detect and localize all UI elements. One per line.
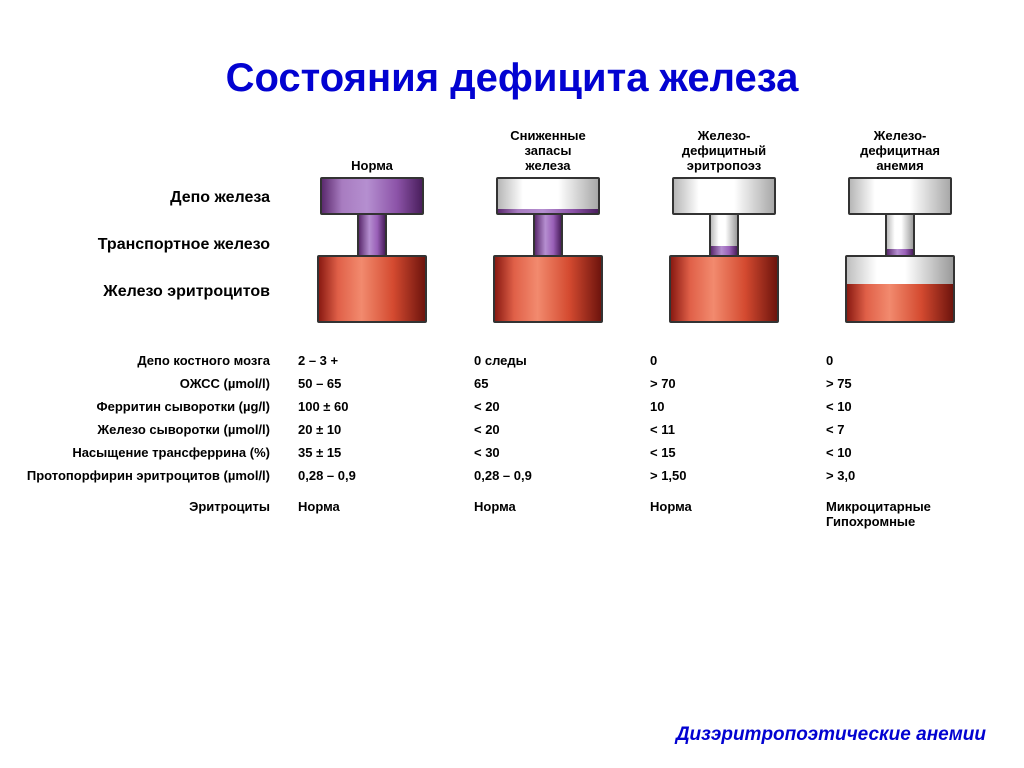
tube-0 xyxy=(317,177,427,327)
data-val-1-0: 50 – 65 xyxy=(284,372,460,395)
data-val-0-2: 0 xyxy=(636,349,812,372)
data-val-4-2: < 15 xyxy=(636,441,812,464)
col-header-0: Норма xyxy=(284,117,460,177)
data-val-6-3 xyxy=(812,487,988,495)
data-val-0-1: 0 следы xyxy=(460,349,636,372)
tube-3-neck xyxy=(885,215,915,255)
data-val-0-0: 2 – 3 + xyxy=(284,349,460,372)
tube-1-cap xyxy=(496,177,600,215)
tube-0-body xyxy=(317,255,427,323)
data-val-2-0: 100 ± 60 xyxy=(284,395,460,418)
row-label-2: Железо эритроцитов xyxy=(103,283,270,301)
tube-cell-0 xyxy=(284,177,460,327)
tube-0-neck xyxy=(357,215,387,255)
data-val-4-0: 35 ± 15 xyxy=(284,441,460,464)
tube-2 xyxy=(669,177,779,327)
data-val-7-3: Микроцитарные Гипохромные xyxy=(812,495,988,533)
data-val-2-2: 10 xyxy=(636,395,812,418)
data-val-3-0: 20 ± 10 xyxy=(284,418,460,441)
tube-2-neck-fill xyxy=(711,246,737,255)
data-val-3-1: < 20 xyxy=(460,418,636,441)
col-header-3: Железо- дефицитная анемия xyxy=(812,117,988,177)
main-grid: Норма Сниженные запасы железа Железо- де… xyxy=(24,117,1024,533)
data-val-5-0: 0,28 – 0,9 xyxy=(284,464,460,487)
row-label-1: Транспортное железо xyxy=(98,236,270,254)
tube-1-body xyxy=(493,255,603,323)
data-val-7-1: Норма xyxy=(460,495,636,533)
data-val-3-3: < 7 xyxy=(812,418,988,441)
tube-1 xyxy=(493,177,603,327)
data-val-2-1: < 20 xyxy=(460,395,636,418)
data-val-6-2 xyxy=(636,487,812,495)
tube-0-body-fill xyxy=(319,257,425,321)
tube-2-neck xyxy=(709,215,739,255)
data-val-4-3: < 10 xyxy=(812,441,988,464)
tube-3-body-fill xyxy=(847,284,953,321)
data-val-1-3: > 75 xyxy=(812,372,988,395)
data-val-5-1: 0,28 – 0,9 xyxy=(460,464,636,487)
col-header-1: Сниженные запасы железа xyxy=(460,117,636,177)
data-val-6-1 xyxy=(460,487,636,495)
row-label-0: Депо железа xyxy=(170,189,270,207)
footer-text: Дизэритропоэтические анемии xyxy=(676,724,986,746)
data-val-6-0 xyxy=(284,487,460,495)
tube-cell-2 xyxy=(636,177,812,327)
data-label-2: Ферритин сыворотки (µg/l) xyxy=(24,395,284,418)
tube-3-cap xyxy=(848,177,952,215)
tube-cell-3 xyxy=(812,177,988,327)
tube-1-cap-fill xyxy=(498,209,598,213)
tube-1-neck xyxy=(533,215,563,255)
data-val-4-1: < 30 xyxy=(460,441,636,464)
data-label-4: Насыщение трансферрина (%) xyxy=(24,441,284,464)
data-val-5-2: > 1,50 xyxy=(636,464,812,487)
tube-1-neck-fill xyxy=(535,215,561,255)
page-title: Состояния дефицита железа xyxy=(0,0,1024,117)
col-header-2: Железо- дефицитный эритропоэз xyxy=(636,117,812,177)
tube-cell-1 xyxy=(460,177,636,327)
data-val-5-3: > 3,0 xyxy=(812,464,988,487)
data-label-5: Протопорфирин эритроцитов (µmol/l) xyxy=(24,464,284,487)
data-val-0-3: 0 xyxy=(812,349,988,372)
data-val-7-0: Норма xyxy=(284,495,460,533)
tube-0-cap-fill xyxy=(322,179,422,213)
tube-0-cap xyxy=(320,177,424,215)
tube-2-cap xyxy=(672,177,776,215)
tube-1-body-fill xyxy=(495,257,601,321)
data-label-6 xyxy=(24,487,284,495)
tube-3-body xyxy=(845,255,955,323)
data-val-1-2: > 70 xyxy=(636,372,812,395)
corner-spacer xyxy=(24,117,284,177)
data-label-3: Железо сыворотки (µmol/l) xyxy=(24,418,284,441)
data-label-0: Депо костного мозга xyxy=(24,349,284,372)
tube-2-body xyxy=(669,255,779,323)
tube-2-body-fill xyxy=(671,257,777,321)
data-label-1: ОЖСС (µmol/l) xyxy=(24,372,284,395)
data-val-2-3: < 10 xyxy=(812,395,988,418)
data-val-7-2: Норма xyxy=(636,495,812,533)
data-val-3-2: < 11 xyxy=(636,418,812,441)
data-val-1-1: 65 xyxy=(460,372,636,395)
tube-0-neck-fill xyxy=(359,215,385,255)
data-label-7: Эритроциты xyxy=(24,495,284,533)
row-label-stack: Депо железа Транспортное железо Железо э… xyxy=(24,177,284,327)
tube-3 xyxy=(845,177,955,327)
